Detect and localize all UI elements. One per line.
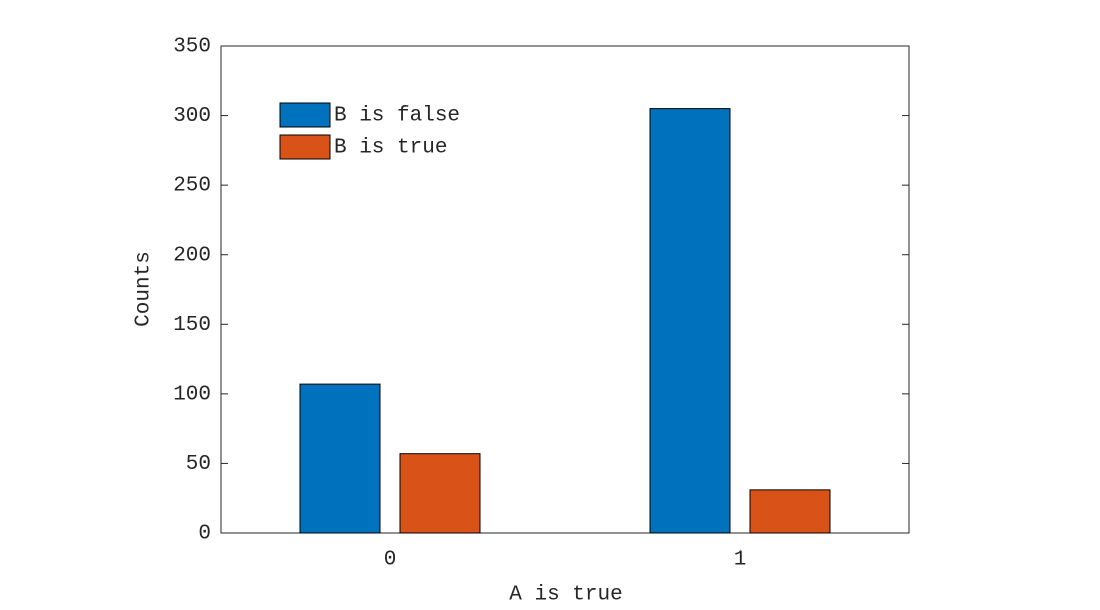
legend-swatch xyxy=(279,134,331,160)
y-tick-label: 0 xyxy=(198,523,211,546)
axes-box xyxy=(220,45,910,534)
x-tick-label: 0 xyxy=(384,549,397,572)
y-tick-label: 50 xyxy=(186,453,211,476)
y-tick-label: 100 xyxy=(173,383,211,406)
y-tick-label: 150 xyxy=(173,314,211,337)
legend-label: B is true xyxy=(334,137,447,160)
y-tick-label: 200 xyxy=(173,244,211,267)
x-tick-label: 1 xyxy=(734,549,747,572)
y-tick-label: 300 xyxy=(173,105,211,128)
y-tick-label: 350 xyxy=(173,36,211,59)
legend-swatch xyxy=(279,102,331,128)
y-axis-label: Counts xyxy=(133,251,156,327)
legend-label: B is false xyxy=(334,105,460,128)
bar xyxy=(749,489,831,534)
bar xyxy=(299,383,381,534)
bar xyxy=(399,453,481,534)
y-tick-label: 250 xyxy=(173,175,211,198)
bar xyxy=(649,108,731,534)
x-axis-label: A is true xyxy=(509,584,622,607)
